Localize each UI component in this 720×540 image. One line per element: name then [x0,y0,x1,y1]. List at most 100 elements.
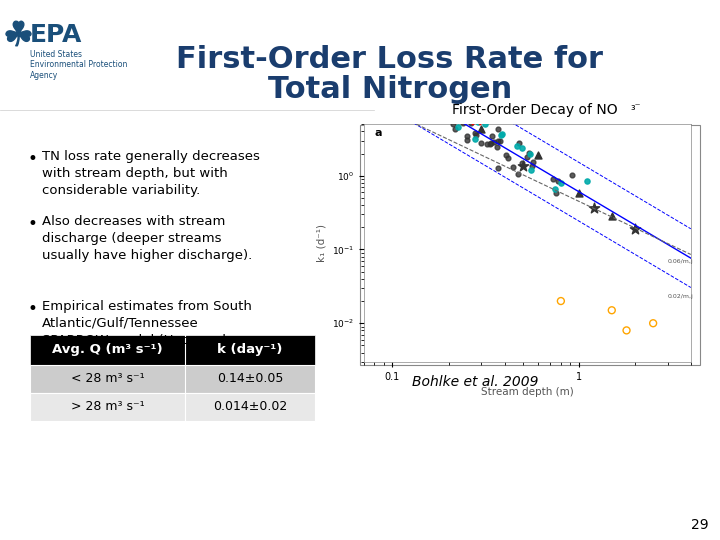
Point [464,106,476,114]
Text: Empirical estimates from South
Atlantic/Gulf/Tennessee
SPARROW model (Hoos and
M: Empirical estimates from South Atlantic/… [42,300,252,364]
Point [449,115,461,124]
Point [429,93,441,102]
Text: Also decreases with stream
discharge (deeper streams
usually have higher dischar: Also decreases with stream discharge (de… [42,215,252,262]
Point [455,107,467,116]
Point [404,89,415,98]
Point [486,132,498,140]
Point [449,124,461,133]
Point [496,130,508,138]
Point [527,158,539,167]
Point [513,139,525,148]
Point [555,296,567,305]
X-axis label: Stream depth (m): Stream depth (m) [481,387,574,397]
Text: •: • [28,300,38,318]
Point [427,99,438,108]
Point [452,123,464,132]
Point [420,94,431,103]
Point [508,163,519,171]
Point [454,92,465,101]
Point [475,138,487,147]
Point [453,112,464,120]
Point [464,113,476,122]
Point [462,115,473,124]
Point [476,124,487,133]
Point [443,113,454,122]
Point [392,113,404,122]
Point [485,138,497,147]
Point [524,150,536,158]
Point [532,151,544,159]
Text: EPA: EPA [30,23,82,47]
Point [629,224,641,233]
Point [447,119,459,128]
Text: Avg. Q (m³ s⁻¹): Avg. Q (m³ s⁻¹) [52,343,163,356]
Point [487,137,499,146]
Point [521,153,533,161]
Point [550,189,562,198]
Point [454,112,465,120]
Point [470,131,482,139]
Point [492,137,504,145]
Point [454,97,465,105]
Point [526,162,538,171]
Point [417,113,428,122]
Text: Bohlke et al. 2009: Bohlke et al. 2009 [412,375,539,389]
Point [525,166,536,174]
Point [573,189,585,198]
Text: > 28 m³ s⁻¹: > 28 m³ s⁻¹ [71,401,144,414]
Text: 29: 29 [691,518,708,532]
Text: 0.014±0.02: 0.014±0.02 [213,401,287,414]
Point [469,128,481,137]
FancyBboxPatch shape [360,125,700,365]
Point [441,104,453,112]
Point [462,131,473,140]
Point [606,306,618,315]
Point [516,159,528,167]
Point [549,185,561,193]
Point [588,204,600,212]
Point [472,118,483,126]
Text: United States
Environmental Protection
Agency: United States Environmental Protection A… [30,50,127,80]
Point [492,125,503,133]
Point [566,171,577,179]
Point [503,154,514,163]
Text: 0.14±0.05: 0.14±0.05 [217,373,283,386]
Point [461,113,472,122]
Text: First-Order Decay of NO: First-Order Decay of NO [452,103,618,117]
Point [505,116,517,125]
Point [553,176,564,185]
Point [494,137,505,145]
Point [425,104,436,112]
Text: ₃⁻: ₃⁻ [630,102,641,112]
Point [491,143,503,151]
Point [465,119,477,127]
Point [470,116,482,124]
Point [390,80,402,89]
Point [512,169,523,178]
Point [547,175,559,184]
Point [443,110,454,118]
Point [408,114,419,123]
Y-axis label: k₁ (d⁻¹): k₁ (d⁻¹) [316,224,326,262]
Point [407,96,418,104]
Point [455,97,467,105]
Point [461,136,472,145]
FancyBboxPatch shape [30,393,315,421]
Point [517,161,528,170]
Point [555,178,567,187]
Point [469,134,481,143]
Text: TN loss rate generally decreases
with stream depth, but with
considerable variab: TN loss rate generally decreases with st… [42,150,260,197]
Point [621,326,632,335]
Text: k (day⁻¹): k (day⁻¹) [217,343,283,356]
Point [511,142,523,151]
Point [411,91,423,100]
Point [383,55,395,63]
Point [480,120,491,129]
Point [523,148,535,157]
Text: 0.06/m,j: 0.06/m,j [668,259,693,264]
Point [461,93,472,102]
Point [647,319,659,328]
Point [432,103,444,111]
Point [457,119,469,127]
Point [480,113,491,122]
